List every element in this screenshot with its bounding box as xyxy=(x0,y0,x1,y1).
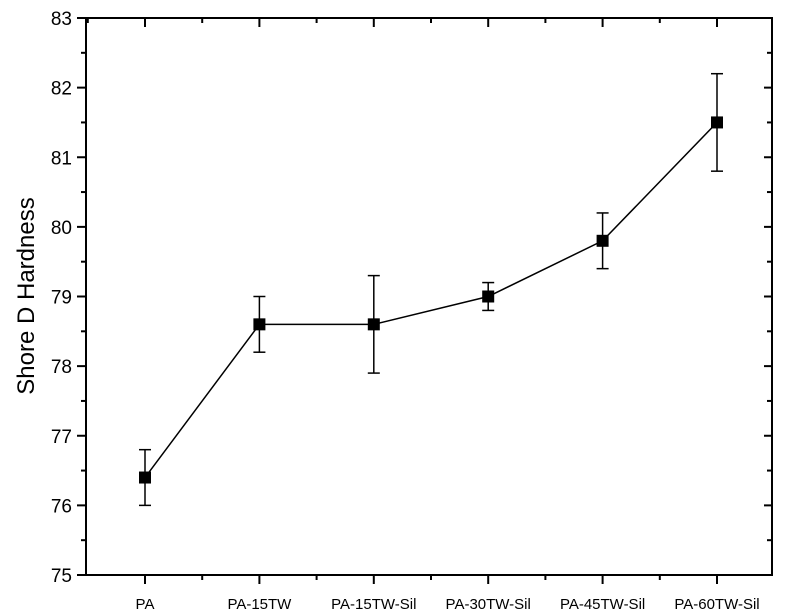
y-tick-label: 79 xyxy=(51,288,72,309)
x-category-label: PA-15TW xyxy=(227,596,292,613)
y-tick-label: 83 xyxy=(51,9,72,30)
square-marker xyxy=(253,318,266,331)
series-line xyxy=(144,121,718,478)
y-axis-title: Shore D Hardness xyxy=(13,197,40,394)
x-category-label: PA-60TW-Sil xyxy=(674,596,759,613)
y-tick-label: 82 xyxy=(51,79,72,100)
y-tick-label: 80 xyxy=(51,218,72,239)
x-category-label: PA-45TW-Sil xyxy=(560,596,645,613)
y-tick-label: 78 xyxy=(51,357,72,378)
data-series xyxy=(139,72,723,507)
x-category-label: PA-15TW-Sil xyxy=(331,596,416,613)
square-marker xyxy=(482,290,495,303)
y-tick-label: 76 xyxy=(51,496,72,517)
square-marker xyxy=(596,234,609,247)
x-axis: PA PA-15TW PA-15TW-Sil PA-30TW-Sil PA-45TW-S… xyxy=(86,18,760,613)
y-tick-label: 81 xyxy=(51,148,72,169)
plot-border xyxy=(85,17,773,576)
x-category-label: PA xyxy=(136,596,155,613)
y-tick-label: 77 xyxy=(51,427,72,448)
y-axis: 75 76 77 78 79 80 81 82 83 xyxy=(51,9,772,587)
square-marker xyxy=(711,116,723,129)
x-category-label: PA-30TW-Sil xyxy=(446,596,531,613)
square-marker xyxy=(139,471,151,484)
plot-frame xyxy=(85,17,773,576)
square-marker xyxy=(367,318,380,331)
y-tick-label: 75 xyxy=(51,566,72,587)
